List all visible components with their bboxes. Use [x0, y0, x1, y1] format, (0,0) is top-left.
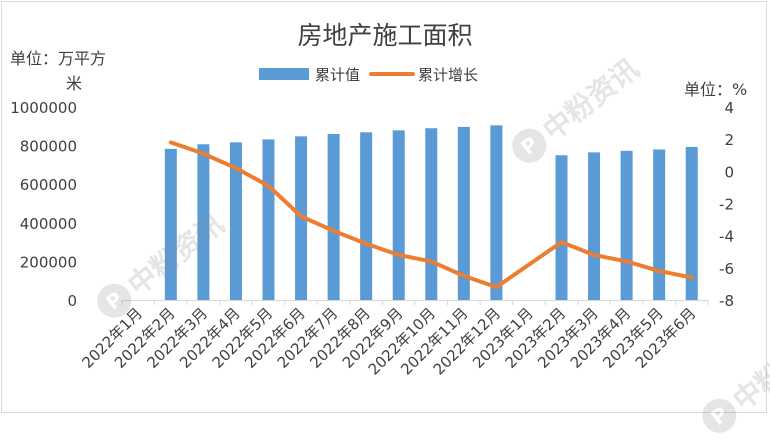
chart: 房地产施工面积 单位：万平方 米 单位：% 累计值 累计增长 020000040…	[10, 21, 747, 379]
left-axis-unit: 单位：万平方 米	[10, 49, 111, 93]
right-tick-label: 2	[724, 131, 734, 149]
bar	[588, 152, 601, 300]
legend-label-line: 累计增长	[418, 66, 478, 84]
left-tick-label: 1000000	[10, 99, 77, 117]
left-axis-ticks: 0 200000 400000 600000 800000 1000000	[10, 99, 77, 310]
right-tick-label: -6	[719, 260, 734, 278]
line-series	[168, 140, 694, 290]
right-axis-ticks: -8 -6 -4 -2 0 2 4	[719, 99, 734, 310]
bar	[490, 125, 503, 301]
left-tick-label: 800000	[20, 138, 77, 156]
right-tick-label: 4	[724, 99, 734, 117]
left-tick-label: 400000	[20, 215, 77, 233]
right-tick-label: -4	[719, 228, 734, 246]
bar	[620, 150, 633, 300]
line-segment	[168, 140, 694, 290]
legend: 累计值 累计增长	[259, 66, 478, 84]
chart-title: 房地产施工面积	[297, 21, 472, 50]
bar	[685, 146, 698, 300]
left-axis-unit-line2: 米	[66, 74, 82, 93]
bar	[229, 142, 242, 300]
legend-swatch-bar	[259, 68, 309, 80]
bar	[653, 149, 666, 300]
left-axis-unit-line1: 单位：万平方	[10, 49, 106, 68]
bar	[457, 126, 470, 300]
bar	[327, 134, 340, 300]
left-tick-label: 0	[67, 292, 77, 310]
right-tick-label: 0	[724, 163, 734, 181]
right-axis-unit: 单位：%	[684, 80, 747, 99]
right-tick-label: -8	[719, 292, 734, 310]
bar	[555, 155, 568, 300]
bar	[392, 130, 405, 300]
bar	[164, 148, 177, 300]
bar-series	[164, 125, 698, 301]
bar	[425, 128, 438, 300]
bar	[360, 132, 373, 300]
bar	[197, 144, 210, 300]
x-axis-labels: 2022年1月2022年2月2022年3月2022年4月2022年5月2022年…	[78, 304, 699, 378]
left-tick-label: 200000	[20, 253, 77, 271]
left-tick-label: 600000	[20, 176, 77, 194]
bar	[262, 139, 275, 300]
x-axis-ticks	[121, 300, 709, 305]
legend-label-bar: 累计值	[315, 66, 360, 84]
right-tick-label: -2	[719, 196, 734, 214]
